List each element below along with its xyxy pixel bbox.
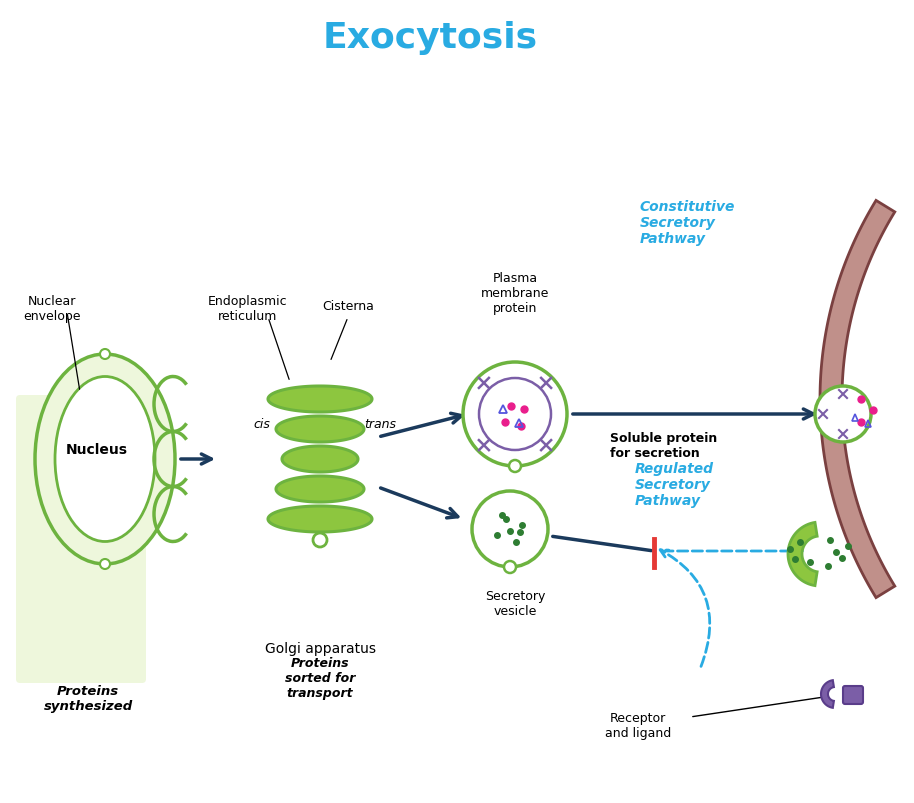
Polygon shape: [276, 476, 364, 503]
Text: Endoplasmic
reticulum: Endoplasmic reticulum: [208, 295, 288, 323]
Circle shape: [479, 378, 551, 450]
Text: Cisterna: Cisterna: [322, 300, 374, 312]
FancyBboxPatch shape: [16, 396, 146, 683]
Circle shape: [313, 533, 327, 548]
Text: trans: trans: [364, 418, 396, 431]
Text: Receptor
and ligand: Receptor and ligand: [605, 711, 671, 739]
Text: cis: cis: [253, 418, 271, 431]
Text: Constitutive
Secretory
Pathway: Constitutive Secretory Pathway: [640, 200, 736, 246]
Text: Secretory
vesicle: Secretory vesicle: [484, 589, 545, 618]
Circle shape: [509, 460, 521, 472]
Polygon shape: [820, 201, 895, 598]
Text: Golgi apparatus: Golgi apparatus: [264, 642, 376, 655]
Polygon shape: [268, 507, 372, 532]
Circle shape: [463, 362, 567, 467]
Text: Nucleus: Nucleus: [66, 442, 128, 456]
Circle shape: [815, 386, 871, 442]
Ellipse shape: [55, 377, 155, 542]
Circle shape: [100, 349, 110, 360]
Ellipse shape: [35, 355, 175, 565]
Text: Nuclear
envelope: Nuclear envelope: [23, 295, 80, 323]
Polygon shape: [268, 386, 372, 413]
Polygon shape: [276, 417, 364, 442]
Text: Soluble protein
for secretion: Soluble protein for secretion: [610, 431, 717, 459]
Text: Regulated
Secretory
Pathway: Regulated Secretory Pathway: [635, 462, 714, 507]
Text: Plasma
membrane
protein: Plasma membrane protein: [481, 271, 549, 315]
Polygon shape: [282, 446, 358, 472]
Circle shape: [472, 491, 548, 567]
Polygon shape: [821, 680, 834, 708]
Circle shape: [504, 561, 516, 573]
Text: Exocytosis: Exocytosis: [323, 21, 537, 55]
FancyBboxPatch shape: [843, 686, 863, 704]
Circle shape: [100, 560, 110, 569]
Text: Proteins
sorted for
transport: Proteins sorted for transport: [285, 656, 356, 699]
Polygon shape: [788, 523, 817, 586]
Text: Proteins
synthesized: Proteins synthesized: [43, 684, 133, 712]
